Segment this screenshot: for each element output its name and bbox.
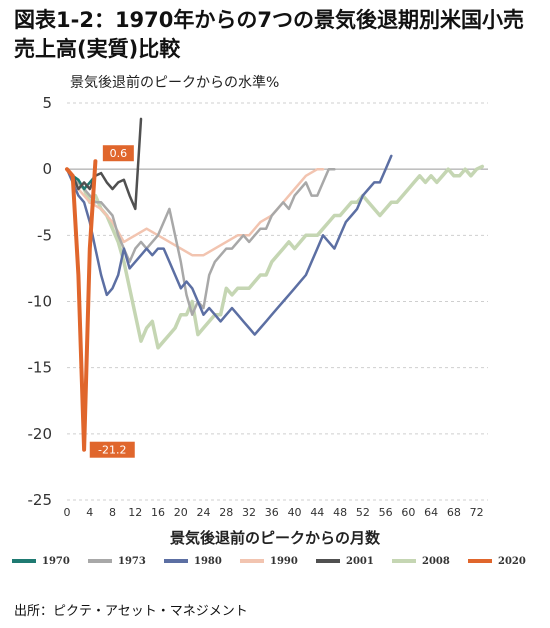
legend-item-1980: 1980 — [164, 553, 222, 569]
x-axis-label: 景気後退前のピークからの月数 — [169, 529, 380, 547]
x-tick-label: 28 — [219, 506, 233, 519]
y-tick-label: -20 — [28, 425, 53, 443]
legend-label: 2001 — [346, 555, 374, 567]
x-tick-label: 36 — [265, 506, 279, 519]
x-tick-label: 24 — [197, 506, 211, 519]
legend-swatch — [468, 559, 492, 563]
legend: 1970 1973 1980 1990 2001 2008 2020 — [12, 553, 542, 569]
legend-label: 1990 — [270, 555, 298, 567]
chart-title: 図表1-2：1970年からの7つの景気後退期別米国小売売上高(実質)比較 — [14, 8, 524, 61]
annotation-box — [89, 441, 135, 458]
x-tick-label: 40 — [288, 506, 302, 519]
y-axis-label: 景気後退前のピークからの水準% — [70, 75, 280, 91]
legend-swatch — [12, 559, 36, 563]
annotation-box — [102, 145, 134, 162]
source-note: 出所：ピクテ・アセット・マネジメント — [14, 604, 248, 619]
legend-label: 1980 — [194, 555, 222, 567]
legend-label: 1973 — [118, 555, 146, 567]
series-line-2001 — [65, 117, 143, 211]
legend-item-2001: 2001 — [316, 553, 374, 569]
series-line-1973 — [65, 167, 336, 316]
annotation-label: -21.2 — [98, 444, 126, 457]
series-line-1980 — [65, 154, 393, 336]
y-tick-label: 5 — [42, 94, 52, 112]
legend-item-1990: 1990 — [240, 553, 298, 569]
x-tick-label: 48 — [333, 506, 347, 519]
legend-label: 2020 — [498, 555, 526, 567]
x-tick-label: 68 — [447, 506, 461, 519]
x-tick-label: 8 — [109, 506, 116, 519]
x-tick-label: 12 — [128, 506, 142, 519]
legend-swatch — [164, 559, 188, 563]
legend-item-2020: 2020 — [468, 553, 526, 569]
series-line-2008 — [65, 164, 485, 350]
x-tick-label: 44 — [310, 506, 324, 519]
y-tick-label: -10 — [28, 293, 53, 311]
annotation-label: 0.6 — [110, 147, 128, 160]
x-tick-label: 0 — [64, 506, 71, 519]
series-line-1990 — [65, 167, 325, 257]
x-tick-label: 20 — [174, 506, 188, 519]
y-tick-label: -25 — [28, 491, 53, 509]
legend-item-1973: 1973 — [88, 553, 146, 569]
x-tick-label: 64 — [424, 506, 438, 519]
x-tick-label: 72 — [470, 506, 484, 519]
legend-swatch — [240, 559, 264, 563]
y-tick-label: 0 — [42, 160, 52, 178]
x-tick-label: 4 — [86, 506, 93, 519]
legend-item-1970: 1970 — [12, 553, 70, 569]
x-tick-label: 52 — [356, 506, 370, 519]
x-tick-label: 56 — [379, 506, 393, 519]
legend-label: 2008 — [422, 555, 450, 567]
y-tick-label: -15 — [28, 359, 53, 377]
legend-swatch — [392, 559, 416, 563]
legend-swatch — [316, 559, 340, 563]
y-tick-label: -5 — [37, 226, 52, 244]
legend-swatch — [88, 559, 112, 563]
x-tick-label: 16 — [151, 506, 165, 519]
series-line-2020 — [65, 159, 98, 452]
legend-label: 1970 — [42, 555, 70, 567]
x-tick-label: 60 — [401, 506, 415, 519]
x-tick-label: 32 — [242, 506, 256, 519]
legend-item-2008: 2008 — [392, 553, 450, 569]
